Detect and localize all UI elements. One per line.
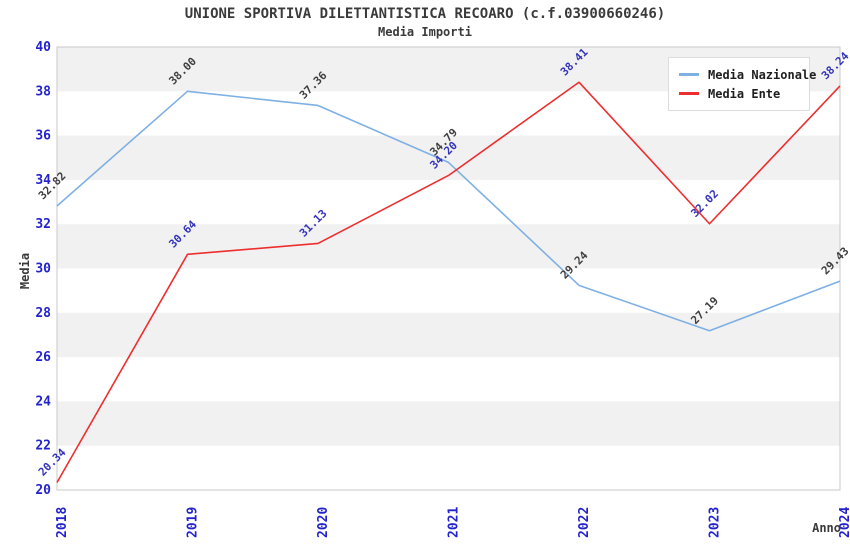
x-axis-tick-label: 2022 xyxy=(577,507,592,538)
legend: Media Nazionale Media Ente xyxy=(668,57,816,111)
plot-border xyxy=(56,46,841,491)
x-axis-tick-label: 2019 xyxy=(186,507,201,538)
x-axis-tick-label: 2023 xyxy=(708,507,723,538)
y-axis-tick-label: 22 xyxy=(35,439,51,454)
plot-band xyxy=(57,135,840,180)
y-axis-tick-label: 30 xyxy=(35,262,51,277)
legend-item-media-nazionale[interactable]: Media Nazionale xyxy=(679,65,816,84)
plot-band xyxy=(57,401,840,446)
series-line-0 xyxy=(56,90,841,332)
x-axis-tick-label: 2024 xyxy=(838,507,850,538)
legend-item-media-ente[interactable]: Media Ente xyxy=(679,84,801,103)
y-axis-tick-label: 26 xyxy=(35,350,51,365)
data-label-series-1: 32.02 xyxy=(688,187,721,220)
legend-swatch-media-ente xyxy=(679,92,699,95)
legend-label-media-nazionale: Media Nazionale xyxy=(708,67,817,82)
legend-swatch-media-nazionale xyxy=(679,73,699,76)
x-axis-title: Anno xyxy=(812,521,841,535)
y-axis-tick-label: 40 xyxy=(35,40,51,55)
x-axis-tick-label: 2020 xyxy=(316,507,331,538)
y-axis-tick-label: 20 xyxy=(35,483,51,498)
y-axis-tick-label: 32 xyxy=(35,217,51,232)
legend-label-media-ente: Media Ente xyxy=(708,86,781,101)
y-axis-tick-label: 36 xyxy=(35,129,51,144)
y-axis-tick-label: 24 xyxy=(35,394,51,409)
y-axis-tick-label: 28 xyxy=(35,306,51,321)
series-line-1 xyxy=(56,81,841,483)
y-axis-tick-label: 34 xyxy=(35,173,51,188)
chart-title: UNIONE SPORTIVA DILETTANTISTICA RECOARO … xyxy=(184,6,666,22)
x-axis-tick-label: 2021 xyxy=(447,507,462,538)
x-axis-tick-label: 2018 xyxy=(55,507,70,538)
y-axis-title: Media xyxy=(18,253,32,289)
y-axis-tick-label: 38 xyxy=(35,84,51,99)
plot-band xyxy=(57,312,840,358)
chart-subtitle: Media Importi xyxy=(378,25,472,39)
plot-band xyxy=(57,224,840,269)
